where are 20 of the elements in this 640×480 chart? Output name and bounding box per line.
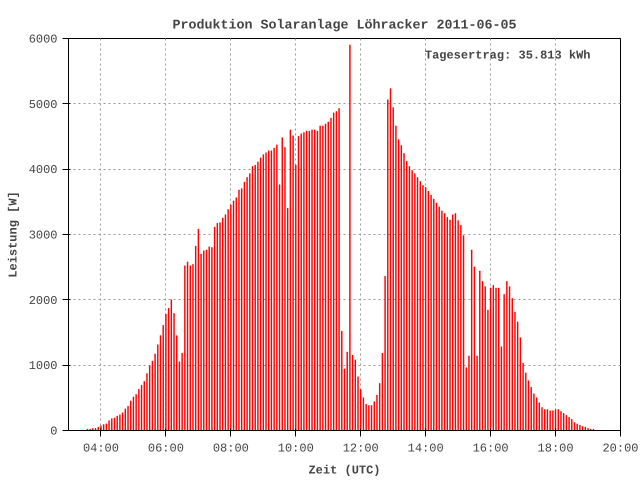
x-tick-label: 18:00 [538, 442, 574, 456]
y-tick-label: 4000 [28, 163, 58, 178]
x-tick-label: 08:00 [212, 442, 249, 456]
x-tick-label: 04:00 [82, 442, 119, 456]
x-tick-label: 10:00 [278, 442, 314, 456]
y-tick-label: 6000 [28, 32, 58, 46]
y-tick-label: 2000 [28, 294, 58, 308]
y-tick-label: 1000 [28, 359, 58, 374]
chart-title: Produktion Solaranlage Löhracker 2011-06-05 [172, 18, 516, 34]
y-tick-label: 3000 [28, 228, 58, 242]
x-tick-label: 06:00 [148, 442, 184, 456]
x-tick-label: 14:00 [408, 442, 444, 456]
x-axis-title: Zeit (UTC) [308, 464, 381, 478]
x-tick-label: 12:00 [342, 442, 379, 456]
y-tick-label: 5000 [28, 98, 58, 112]
x-tick-label: 16:00 [472, 442, 509, 456]
x-tick-label: 20:00 [602, 442, 639, 456]
y-tick-label: 0 [50, 424, 58, 438]
y-axis-title: Leistung [W] [6, 191, 21, 278]
annotation: Tagesertrag: 35.813 kWh [424, 48, 591, 62]
